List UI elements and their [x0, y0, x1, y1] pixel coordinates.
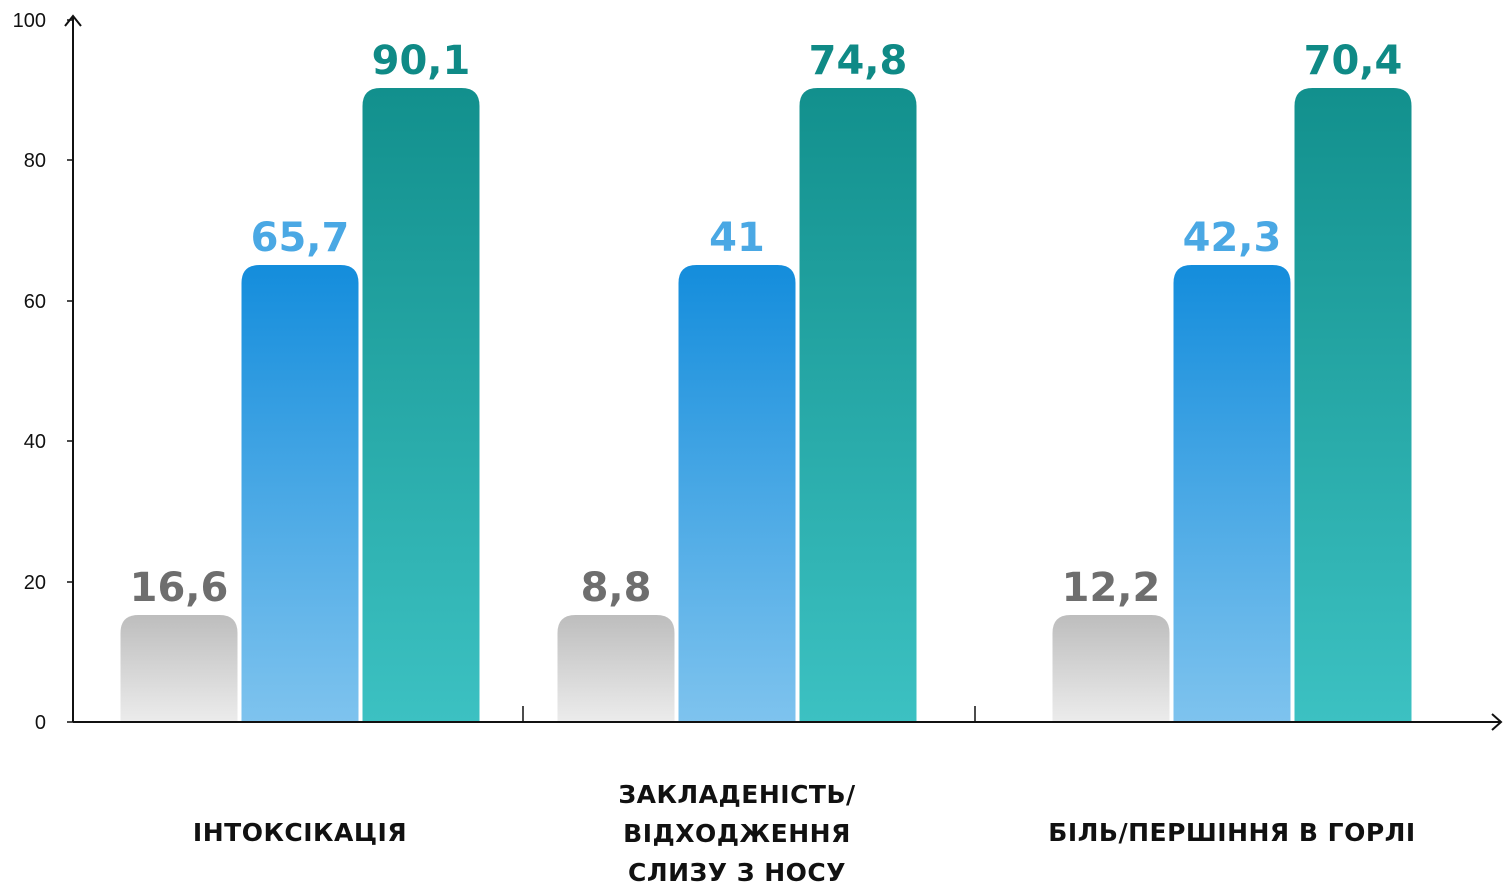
category-label-1: ЗАКЛАДЕНІСТЬ/ВІДХОДЖЕННЯ СЛИЗУ З НОСУ: [537, 775, 937, 887]
x-axis-arrow: [1491, 713, 1503, 731]
value-label-c1-s1: 41: [709, 215, 765, 261]
y-tick-label: 20: [24, 572, 46, 594]
y-tick-label: 40: [24, 431, 46, 453]
bar-c0-s2: [362, 88, 480, 722]
bar-c1-s2: [799, 88, 917, 722]
y-tick-label: 100: [13, 10, 46, 32]
category-label-2: БІЛЬ/ПЕРШІННЯ В ГОРЛІ: [1032, 813, 1432, 852]
category-label-line: СЛИЗУ З НОСУ: [627, 858, 847, 887]
y-axis-arrow: [64, 14, 82, 27]
value-label-c2-s0: 12,2: [1062, 565, 1161, 611]
bar-c2-s1: [1173, 265, 1291, 722]
y-tick-label: 0: [35, 712, 46, 734]
value-label-c2-s2: 70,4: [1304, 38, 1403, 84]
bar-c0-s1: [241, 265, 359, 722]
bar-c1-s0: [557, 615, 675, 722]
category-label-line: БІЛЬ/ПЕРШІННЯ В ГОРЛІ: [1048, 818, 1416, 847]
axes: 0 20 40 60 80 100: [13, 10, 1503, 734]
bar-c1-s1: [678, 265, 796, 722]
y-tick-label: 80: [24, 150, 46, 172]
bars-layer: [120, 88, 1412, 722]
bar-c2-s0: [1052, 615, 1170, 722]
value-label-c1-s0: 8,8: [581, 565, 652, 611]
category-label-line: ІНТОКСІКАЦІЯ: [192, 818, 408, 847]
category-label-line: ЗАКЛАДЕНІСТЬ/: [618, 780, 856, 809]
category-label-line: ВІДХОДЖЕННЯ: [623, 819, 851, 848]
category-label-0: ІНТОКСІКАЦІЯ: [100, 813, 500, 852]
value-labels-layer: 16,6 65,7 90,1 8,8 41 74,8 12,2 42,3 70,4: [130, 38, 1403, 611]
value-label-c2-s1: 42,3: [1183, 215, 1282, 261]
value-label-c0-s1: 65,7: [251, 215, 350, 261]
value-label-c0-s2: 90,1: [372, 38, 471, 84]
value-label-c1-s2: 74,8: [809, 38, 908, 84]
value-label-c0-s0: 16,6: [130, 565, 229, 611]
bar-c2-s2: [1294, 88, 1412, 722]
y-tick-label: 60: [24, 291, 46, 313]
bar-c0-s0: [120, 615, 238, 722]
